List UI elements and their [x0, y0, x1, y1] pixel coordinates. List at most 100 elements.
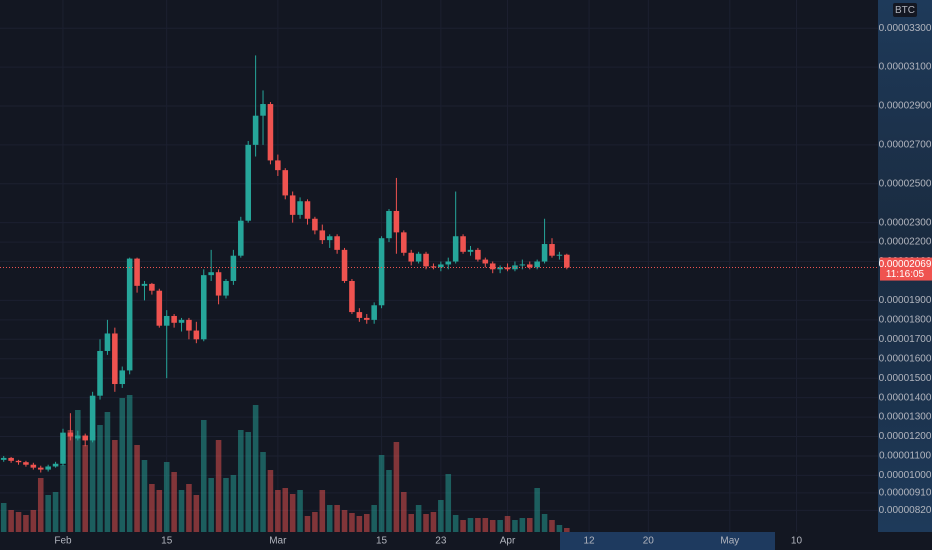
volume-bar: [230, 475, 237, 532]
volume-bar: [126, 395, 133, 532]
volume-bar: [252, 405, 259, 532]
volume-bar: [208, 478, 214, 532]
volume-bar: [149, 484, 155, 532]
volume-bar: [319, 490, 326, 532]
volume-bar: [408, 514, 414, 532]
volume-bar: [549, 520, 555, 532]
y-tick-label: 0.00001800: [879, 315, 932, 326]
volume-bar: [475, 518, 481, 532]
candle-body: [60, 432, 66, 464]
candle-body: [200, 275, 207, 340]
y-tick-label: 0.00001600: [879, 353, 932, 364]
candle-body: [171, 315, 177, 323]
volume-bar: [334, 505, 340, 532]
candle-body: [319, 230, 326, 241]
y-tick-label: 0.00002200: [879, 237, 932, 248]
y-tick-label: 0.00001700: [879, 334, 932, 345]
volume-bar: [156, 490, 163, 532]
volume-bar: [89, 432, 96, 532]
x-tick-label: May: [720, 536, 739, 547]
volume-bar: [30, 510, 37, 532]
candle-body: [438, 264, 444, 268]
y-tick-label: 0.00001300: [879, 412, 932, 423]
y-tick-label: 0.00003100: [879, 62, 932, 73]
candle-body: [245, 144, 251, 221]
volume-bar: [215, 440, 222, 532]
volume-bar: [452, 515, 459, 532]
y-tick-label: 0.00001200: [879, 431, 932, 442]
candle-body: [15, 460, 22, 463]
candle-body: [260, 104, 266, 116]
y-tick-label: 0.00001500: [879, 373, 932, 384]
volume-bar: [371, 505, 377, 532]
candle-body: [134, 258, 140, 286]
volume-bar: [430, 512, 437, 532]
volume-bar: [489, 520, 496, 532]
candle-body: [526, 264, 533, 268]
candle-body: [556, 254, 563, 256]
candle-body: [504, 267, 511, 270]
volume-bar: [423, 514, 429, 532]
y-tick-label: 0.00000820: [879, 505, 932, 516]
candle-body: [467, 249, 474, 252]
volume-bar: [119, 398, 126, 532]
candle-body: [475, 249, 481, 260]
candle-body: [267, 104, 274, 161]
candle-body: [356, 312, 363, 318]
candle-body: [82, 435, 88, 441]
volume-bar: [8, 510, 14, 532]
volume-bar: [289, 494, 296, 532]
candle-body: [534, 261, 540, 268]
candle-body: [408, 252, 414, 262]
volume-bar: [141, 460, 148, 532]
candle-body: [156, 290, 163, 326]
volume-bar: [282, 488, 289, 532]
volume-bar: [526, 518, 533, 532]
candle-body: [423, 253, 429, 267]
y-tick-label: 0.00001100: [879, 451, 932, 462]
y-tick-label: 0.00003300: [879, 23, 932, 34]
currency: BTC: [895, 5, 915, 16]
last-price-label: 0.00002069: [879, 259, 932, 270]
candle-body: [67, 432, 74, 437]
candle-body: [23, 462, 29, 465]
volume-bar: [178, 490, 185, 532]
volume-bar: [15, 512, 22, 532]
candle-body: [112, 333, 118, 385]
candle-body: [304, 201, 311, 219]
y-tick-label: 0.00002700: [879, 140, 932, 151]
volume-bar: [349, 513, 355, 532]
volume-bar: [445, 474, 452, 532]
candle-body: [297, 201, 303, 215]
candle-body: [282, 170, 289, 196]
volume-bar: [112, 440, 118, 532]
y-tick-label: 0.00002300: [879, 217, 932, 228]
candle-body: [208, 272, 214, 276]
x-tick-label: 23: [435, 536, 447, 547]
candle-body: [512, 265, 518, 270]
y-tick-label: 0.00001000: [879, 470, 932, 481]
y-tick-label: 0.00000910: [879, 488, 932, 499]
y-tick-label: 0.00001900: [879, 295, 932, 306]
y-tick-label: 0.00002900: [879, 101, 932, 112]
candle-body: [8, 457, 14, 461]
volume-bar: [52, 492, 59, 532]
candle-body: [252, 115, 259, 145]
candle-body: [141, 283, 148, 286]
candle-body: [371, 305, 377, 320]
volume-bar: [245, 432, 251, 532]
volume-bar: [341, 510, 348, 532]
x-tick-label: 15: [161, 536, 173, 547]
candle-body: [126, 258, 133, 371]
volume-bar: [556, 525, 563, 532]
volume-bar: [67, 430, 74, 532]
candle-body: [45, 466, 51, 470]
volume-bar: [460, 520, 466, 532]
volume-bar: [378, 455, 385, 532]
volume-bar: [171, 472, 177, 532]
x-tick-label: 15: [376, 536, 388, 547]
volume-bar: [134, 445, 140, 532]
candle-body: [149, 283, 155, 291]
volume-bar: [163, 462, 170, 532]
